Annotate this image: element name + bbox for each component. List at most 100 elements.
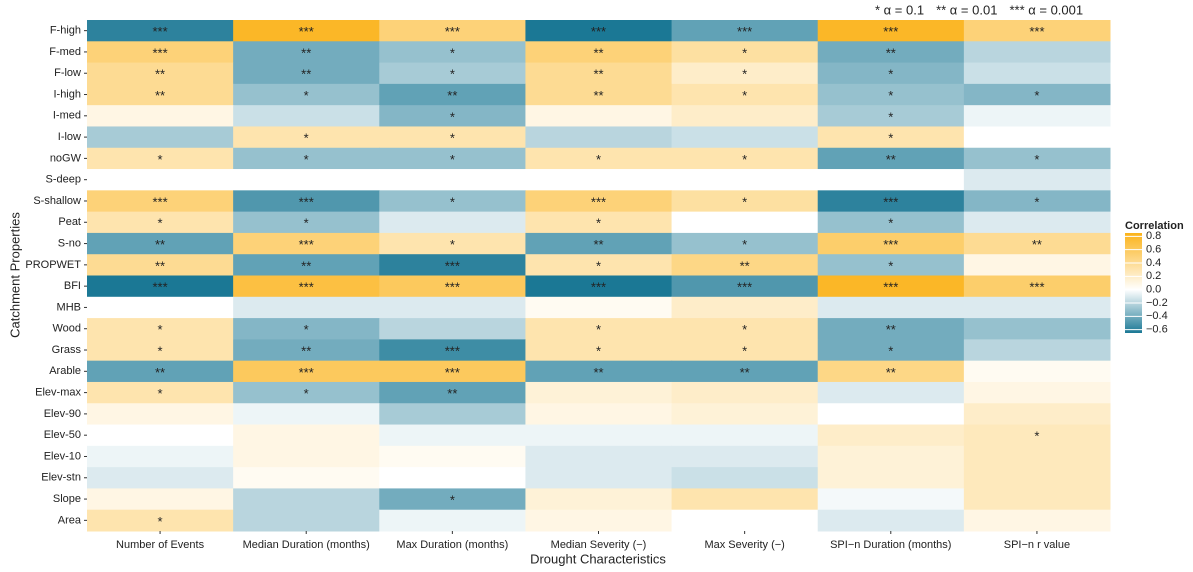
significance-star: ** [301, 67, 311, 82]
heat-cell [817, 445, 965, 468]
x-tick-label: Max Duration (months) [396, 539, 508, 551]
significance-star: * [450, 131, 455, 146]
significance-star: ** [593, 365, 603, 380]
significance-legend-item: *** α = 0.001 [1009, 2, 1083, 17]
heat-cell [87, 169, 234, 191]
significance-star: * [1034, 429, 1039, 444]
heat-cell [671, 296, 819, 319]
heat-cell [525, 296, 673, 319]
heat-cell [671, 488, 819, 511]
significance-star: ** [447, 88, 457, 103]
heat-cell [671, 509, 819, 532]
heat-cell [233, 318, 380, 340]
heat-cell [525, 62, 673, 85]
significance-star: * [742, 322, 747, 337]
significance-star: *** [445, 280, 460, 295]
significance-star: * [450, 194, 455, 209]
significance-legend-item: * α = 0.1 [875, 2, 924, 17]
heat-cell [963, 105, 1111, 127]
heat-cell [87, 254, 234, 276]
heat-cell [233, 424, 380, 447]
heat-cell [671, 467, 819, 489]
heat-cell [817, 169, 965, 191]
x-tick-label: SPI−n r value [1004, 539, 1070, 551]
y-tick-label: Grass [52, 344, 82, 356]
heat-cell [87, 381, 234, 404]
heat-cell [671, 403, 819, 426]
heat-cell [233, 445, 380, 468]
heat-cell [525, 83, 673, 106]
heat-cell [817, 41, 965, 64]
y-tick-label: S-shallow [33, 195, 81, 207]
heat-cell [525, 318, 673, 340]
significance-star: * [450, 67, 455, 82]
heat-cell [379, 211, 526, 234]
heat-cell [233, 20, 380, 42]
heat-cell [817, 126, 965, 149]
heat-cell [233, 275, 380, 298]
y-tick-label: I-med [53, 110, 81, 122]
heat-cell [525, 20, 673, 42]
heat-cell [379, 147, 526, 170]
heat-cell [963, 41, 1111, 64]
colorbar-tick-label: 0.6 [1146, 244, 1161, 256]
heat-cell [379, 20, 526, 42]
y-tick-label: Area [58, 514, 82, 526]
significance-star: * [888, 131, 893, 146]
significance-star: *** [737, 280, 752, 295]
heat-cell [233, 488, 380, 511]
significance-star: * [304, 386, 309, 401]
significance-star: *** [299, 237, 314, 252]
significance-star: * [742, 343, 747, 358]
significance-star: * [596, 322, 601, 337]
significance-star: * [742, 45, 747, 60]
heat-cell [963, 403, 1111, 426]
significance-star: ** [155, 258, 165, 273]
heat-cell [525, 41, 673, 64]
heat-cell [671, 147, 819, 170]
heat-cell [525, 445, 673, 468]
heat-cell [963, 126, 1111, 149]
significance-star: * [742, 67, 747, 82]
significance-star: ** [593, 88, 603, 103]
significance-star: * [596, 216, 601, 231]
heat-cell [379, 424, 526, 447]
heat-cell [233, 296, 380, 319]
heat-cell [525, 467, 673, 489]
heat-cell [671, 83, 819, 106]
heat-cell [87, 232, 234, 255]
heat-cell [817, 424, 965, 447]
y-tick-label: S-deep [46, 174, 81, 186]
heat-cell [671, 318, 819, 340]
heat-cell [379, 509, 526, 532]
significance-star: * [158, 152, 163, 167]
y-tick-label: I-high [53, 88, 81, 100]
heat-cell [379, 254, 526, 276]
significance-star: * [158, 216, 163, 231]
y-tick-label: F-med [49, 46, 81, 58]
heat-cell [671, 105, 819, 127]
heat-cell [379, 360, 526, 383]
significance-star: * [158, 514, 163, 529]
significance-star: * [1034, 194, 1039, 209]
heat-cell [87, 147, 234, 170]
significance-star: ** [447, 386, 457, 401]
heat-cell [671, 62, 819, 85]
significance-star: * [742, 194, 747, 209]
x-tick-label: SPI−n Duration (months) [830, 539, 951, 551]
significance-star: *** [591, 194, 606, 209]
heat-cell [525, 339, 673, 362]
significance-star: * [304, 322, 309, 337]
heat-cell [233, 232, 380, 255]
heat-cell [671, 339, 819, 362]
y-tick-label: MHB [57, 301, 81, 313]
heat-cell [817, 254, 965, 276]
significance-star: *** [445, 24, 460, 39]
y-tick-label: Peat [58, 216, 81, 228]
heat-cell [379, 339, 526, 362]
heat-cell [671, 254, 819, 276]
heat-cell [963, 488, 1111, 511]
significance-star: *** [883, 280, 898, 295]
heat-cell [87, 105, 234, 127]
heat-cell [671, 445, 819, 468]
